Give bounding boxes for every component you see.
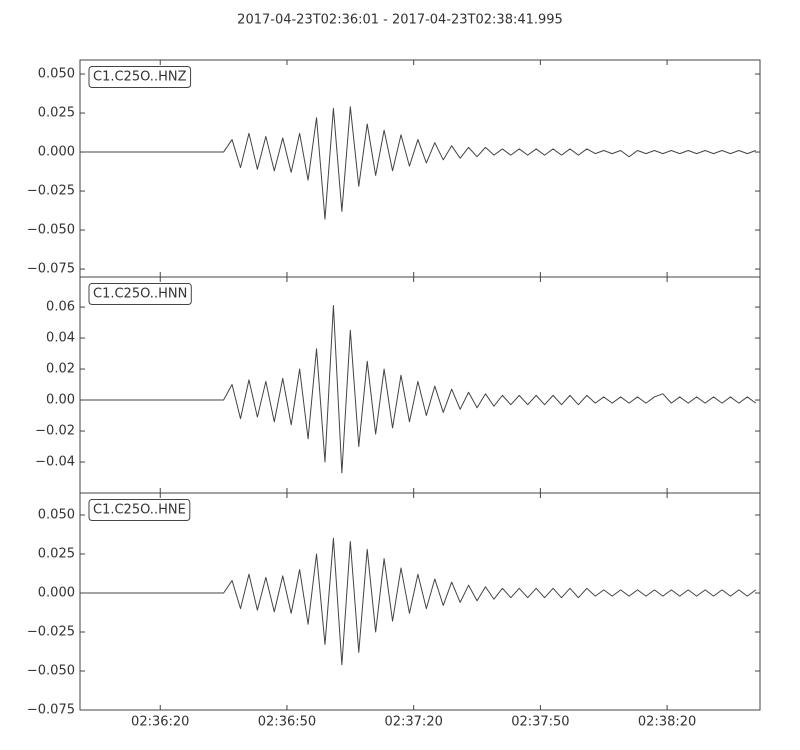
chart-title: 2017-04-23T02:36:01 - 2017-04-23T02:38:4… xyxy=(237,13,563,28)
y-tick-label: −0.050 xyxy=(27,663,75,678)
y-tick-label: 0.025 xyxy=(38,546,75,561)
y-tick-label: −0.075 xyxy=(27,262,75,277)
waveform xyxy=(80,537,757,666)
y-tick-label: −0.025 xyxy=(27,184,75,199)
x-tick-label: 02:36:20 xyxy=(131,715,189,730)
x-tick-label: 02:38:20 xyxy=(638,715,696,730)
y-tick-label: −0.050 xyxy=(27,223,75,238)
x-tick-label: 02:36:50 xyxy=(258,715,316,730)
y-tick-label: 0.050 xyxy=(38,507,75,522)
legend-label: C1.C25O..HNZ xyxy=(93,70,187,85)
y-tick-label: 0.000 xyxy=(38,145,75,160)
y-tick-label: 0.050 xyxy=(38,67,75,82)
x-tick-label: 02:37:50 xyxy=(511,715,569,730)
legend-label: C1.C25O..HNN xyxy=(93,287,187,302)
y-tick-label: 0.000 xyxy=(38,585,75,600)
y-tick-label: −0.025 xyxy=(27,624,75,639)
y-tick-label: 0.04 xyxy=(46,331,75,346)
legend-box xyxy=(88,499,191,521)
y-tick-label: −0.02 xyxy=(35,424,75,439)
legend-box xyxy=(88,283,192,305)
plot-frame xyxy=(79,492,761,711)
y-tick-label: 0.02 xyxy=(46,362,75,377)
legend-box xyxy=(88,66,192,88)
y-tick-label: −0.075 xyxy=(27,703,75,718)
y-tick-label: 0.025 xyxy=(38,106,75,121)
x-tick-label: 02:37:20 xyxy=(384,715,442,730)
waveform xyxy=(80,106,756,220)
waveform xyxy=(80,305,757,474)
legend-label: C1.C25O..HNE xyxy=(93,503,186,518)
y-tick-label: 0.00 xyxy=(46,393,75,408)
y-tick-label: −0.04 xyxy=(35,455,75,470)
y-tick-label: 0.06 xyxy=(46,300,75,315)
